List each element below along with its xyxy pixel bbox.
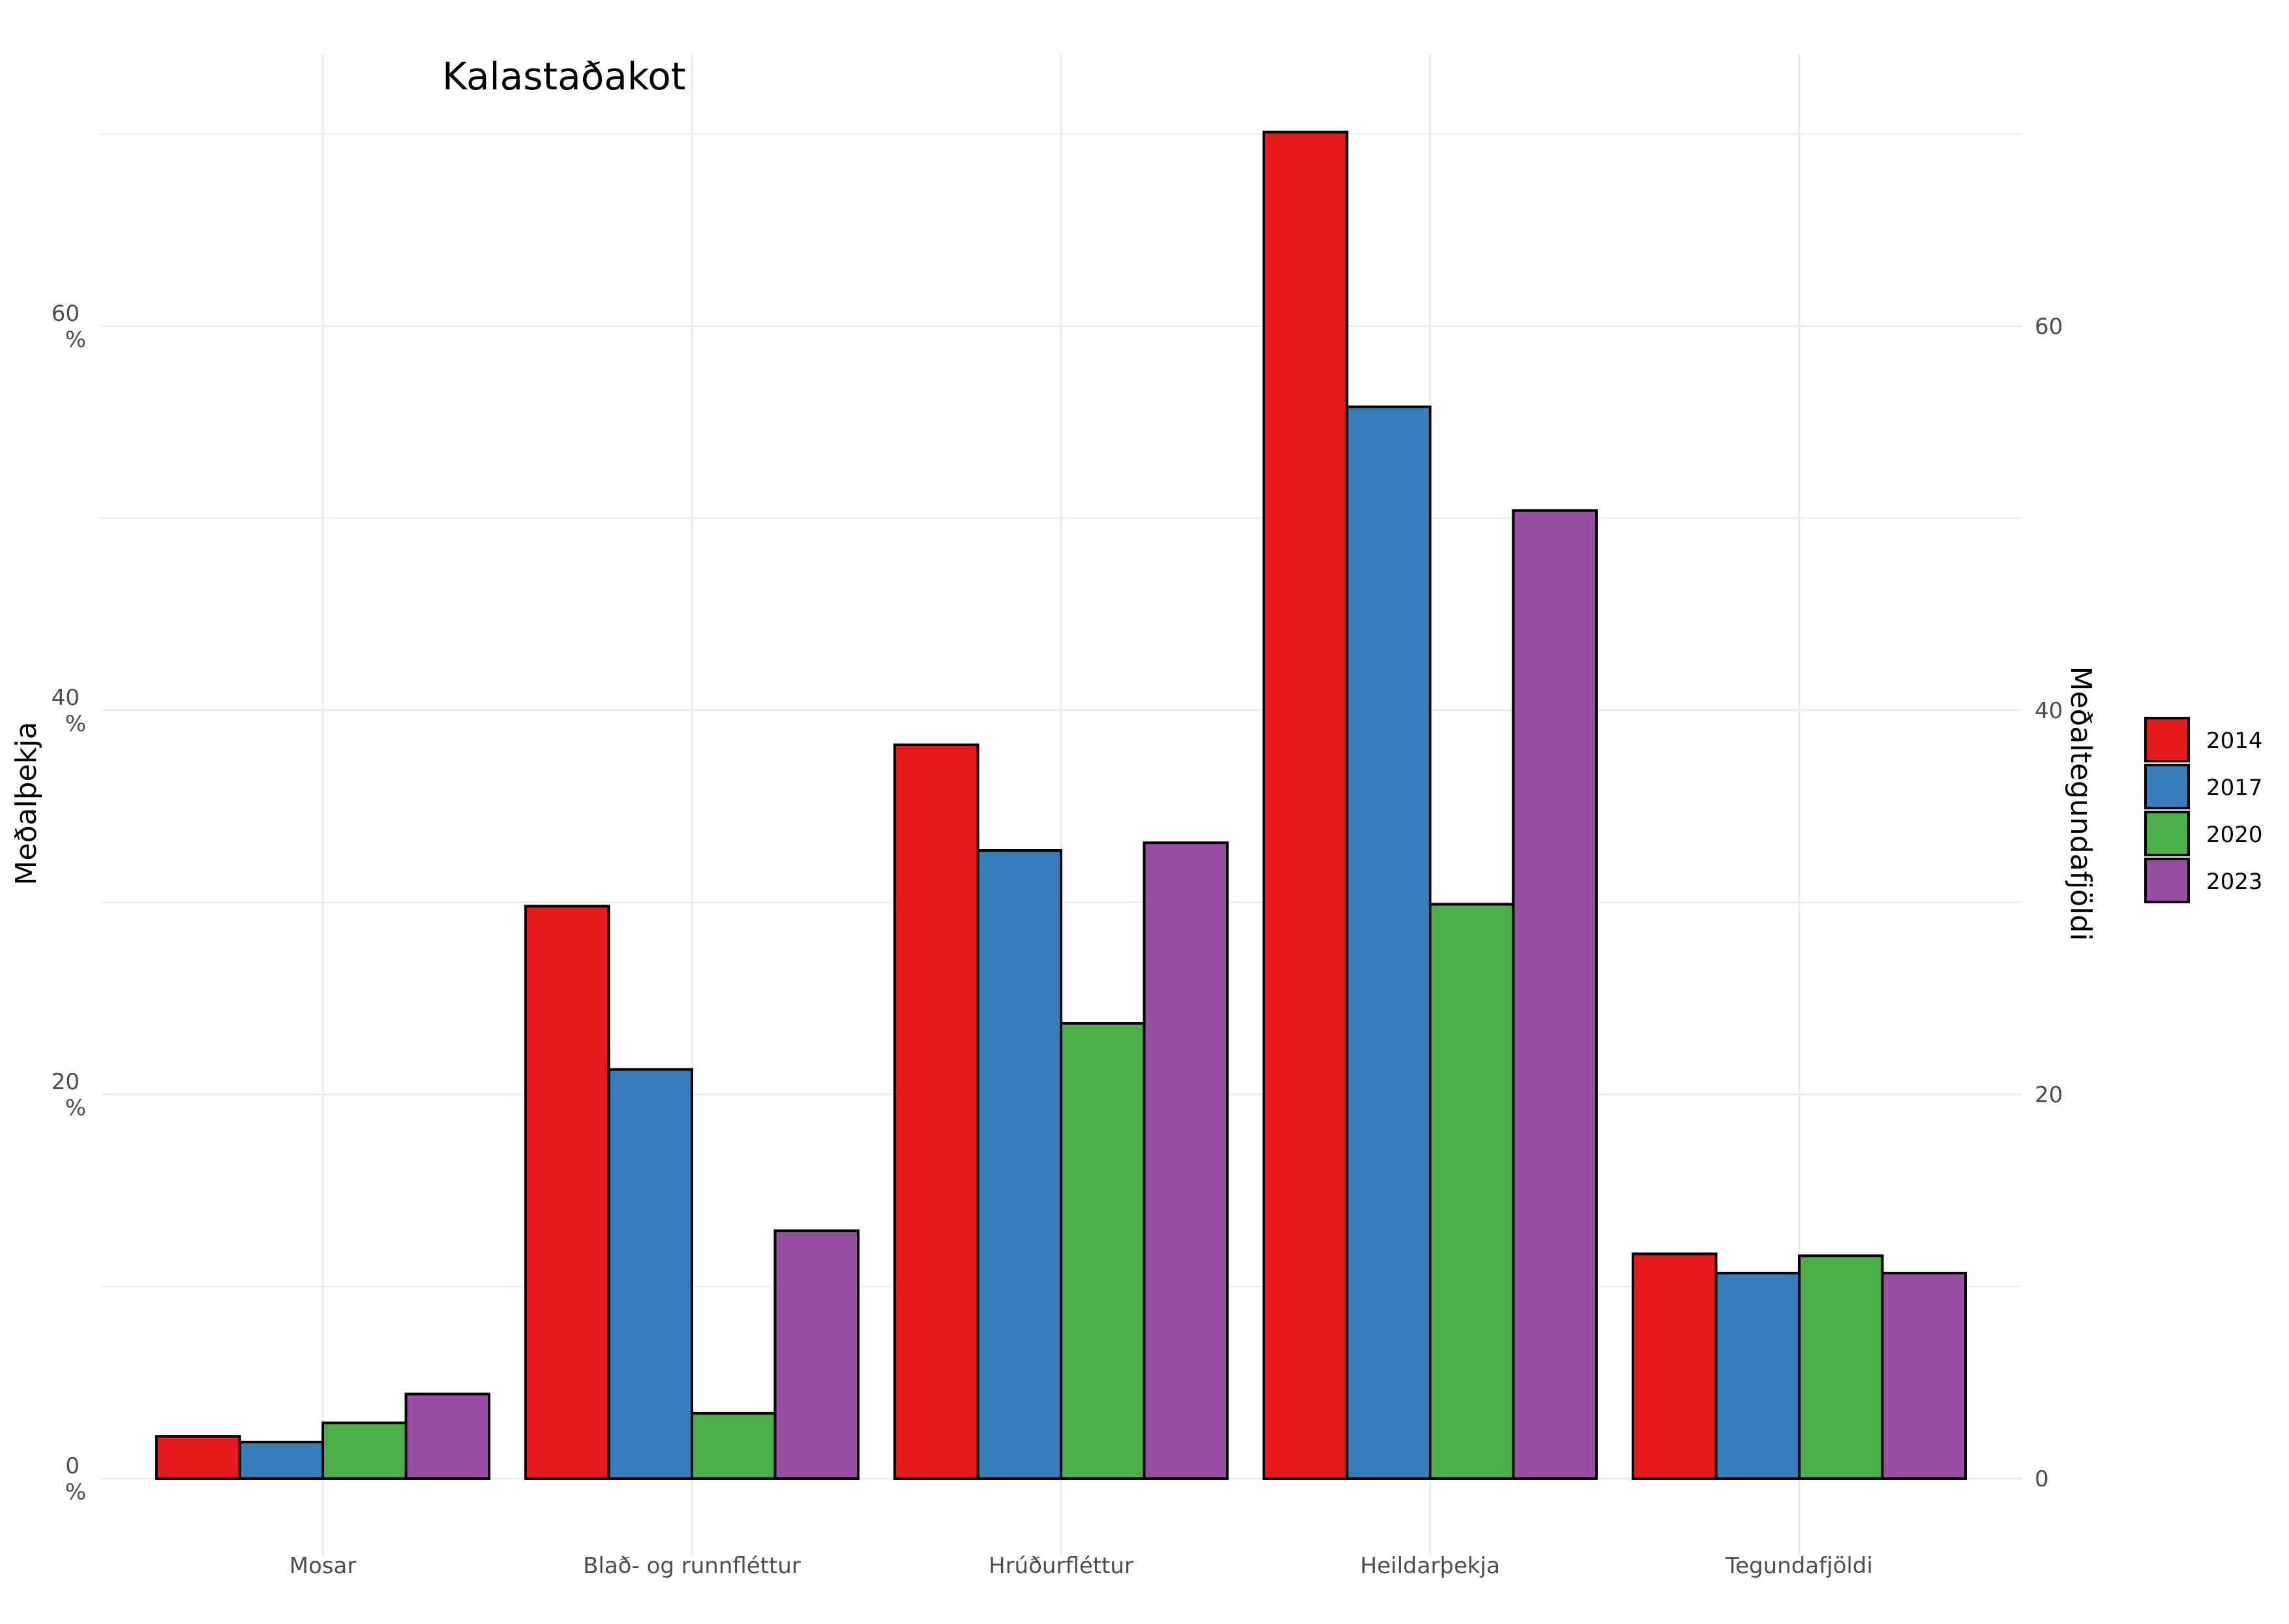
legend-label-2017: 2017 — [2206, 775, 2263, 801]
y-tick-left-0: 0 — [65, 1453, 80, 1479]
chart-title: Kalastaðakot — [442, 54, 686, 98]
bar-2017-4 — [1714, 1271, 1801, 1480]
bar-2017-2 — [976, 849, 1062, 1480]
bar-2014-2 — [893, 744, 980, 1480]
bar-2020-3 — [1429, 903, 1515, 1480]
legend: 2014 2017 2020 2023 — [2144, 717, 2263, 903]
y-tick-right-0: 0 — [2035, 1466, 2049, 1492]
bar-2023-1 — [773, 1229, 860, 1480]
x-tick-label-1: Blað- og runnfléttur — [583, 1553, 801, 1579]
y-tick-right-1: 20 — [2035, 1082, 2063, 1108]
y-axis-title-left: Meðalþekja — [10, 722, 43, 886]
y-tick-left-unit-2: % — [65, 711, 86, 737]
y-tick-left-unit-0: % — [65, 1479, 86, 1505]
bar-2017-3 — [1345, 405, 1431, 1481]
x-tick-label-3: Heildarþekja — [1360, 1553, 1500, 1579]
bar-2020-0 — [322, 1421, 408, 1480]
bar-2014-1 — [524, 905, 610, 1480]
legend-key-2023 — [2144, 858, 2190, 903]
y-tick-left-unit-1: % — [65, 1095, 86, 1121]
y-tick-right-3: 60 — [2035, 314, 2063, 340]
bar-2014-3 — [1263, 130, 1349, 1481]
y-tick-left-1: 20 — [52, 1069, 80, 1095]
y-axis-title-right: Meðaltegundafjöldi — [2064, 666, 2097, 940]
bar-2023-0 — [404, 1392, 490, 1480]
x-tick-label-0: Mosar — [290, 1553, 357, 1579]
bar-2023-4 — [1881, 1271, 1967, 1480]
x-tick-label-4: Tegundafjöldi — [1725, 1553, 1873, 1579]
bars — [155, 130, 1967, 1481]
bar-2023-3 — [1512, 509, 1598, 1480]
legend-label-2023: 2023 — [2206, 869, 2263, 895]
bar-2014-4 — [1632, 1252, 1718, 1481]
y-tick-left-3: 60 — [52, 301, 80, 327]
legend-key-2020 — [2144, 811, 2190, 856]
bar-2014-0 — [155, 1435, 241, 1480]
bar-2020-2 — [1060, 1022, 1146, 1481]
bar-2020-1 — [691, 1411, 777, 1481]
bar-2020-4 — [1798, 1254, 1884, 1480]
legend-key-2017 — [2144, 764, 2190, 809]
legend-label-2020: 2020 — [2206, 822, 2263, 848]
y-tick-right-2: 40 — [2035, 698, 2063, 724]
x-tick-label-2: Hrúðurfléttur — [989, 1553, 1133, 1579]
bar-2017-0 — [238, 1441, 324, 1480]
legend-key-2014 — [2144, 717, 2190, 762]
y-tick-left-unit-3: % — [65, 327, 86, 353]
bar-2017-1 — [607, 1068, 693, 1480]
legend-label-2014: 2014 — [2206, 728, 2263, 754]
y-tick-left-2: 40 — [52, 685, 80, 711]
bar-2023-2 — [1143, 841, 1229, 1480]
